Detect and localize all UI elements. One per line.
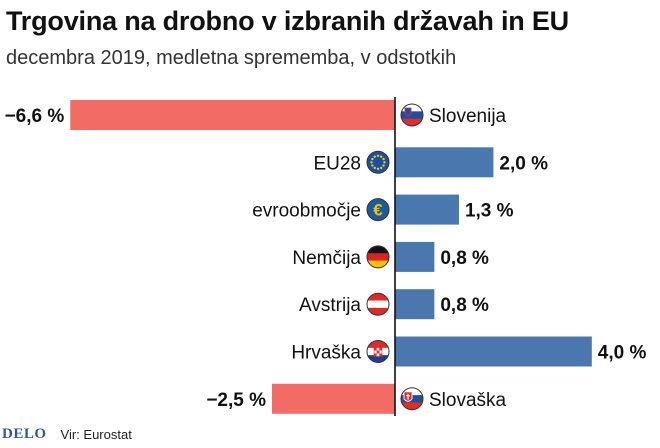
svg-text:€: € <box>373 201 383 220</box>
chart-subtitle: decembra 2019, medletna sprememba, v ods… <box>6 47 457 69</box>
category-label-evroobmocje: evroobmočje <box>252 201 361 222</box>
value-label-slovenija: −6,6 % <box>5 106 65 127</box>
flag-austria-icon <box>366 292 390 316</box>
footer: DELO Vir: Eurostat <box>2 424 132 444</box>
category-label-slovenija: Slovenija <box>429 106 507 127</box>
delo-logo: DELO <box>2 425 47 442</box>
value-label-slovaska: −2,5 % <box>206 390 266 411</box>
flag-slovenia-icon <box>400 103 424 127</box>
category-label-nemcija: Nemčija <box>292 248 361 269</box>
value-label-avstrija: 0,8 % <box>440 295 489 316</box>
value-label-eu28: 2,0 % <box>499 153 548 174</box>
value-label-evroobmocje: 1,3 % <box>465 201 514 222</box>
category-label-hrvaska: Hrvaška <box>291 343 361 364</box>
chart-title: Trgovina na drobno v izbranih državah in… <box>6 6 569 36</box>
bar-eu28 <box>395 147 494 178</box>
value-label-nemcija: 0,8 % <box>440 248 489 269</box>
bar-slovaska <box>272 383 395 414</box>
bar-evroobmocje <box>395 194 459 225</box>
flag-slovakia-icon <box>400 387 424 411</box>
flag-germany-icon <box>366 245 390 269</box>
euro-symbol-icon: € <box>366 198 390 222</box>
bar-avstrija <box>395 289 435 320</box>
value-label-hrvaska: 4,0 % <box>598 343 647 364</box>
flag-eu-icon <box>366 150 390 174</box>
bar-nemcija <box>395 241 435 272</box>
bar-slovenija <box>70 100 395 130</box>
category-label-eu28: EU28 <box>313 153 361 174</box>
flag-croatia-icon <box>366 340 390 363</box>
source-note: Vir: Eurostat <box>60 426 132 442</box>
category-label-slovaska: Slovaška <box>429 390 507 411</box>
bar-hrvaska <box>395 336 592 367</box>
category-label-avstrija: Avstrija <box>299 295 361 316</box>
